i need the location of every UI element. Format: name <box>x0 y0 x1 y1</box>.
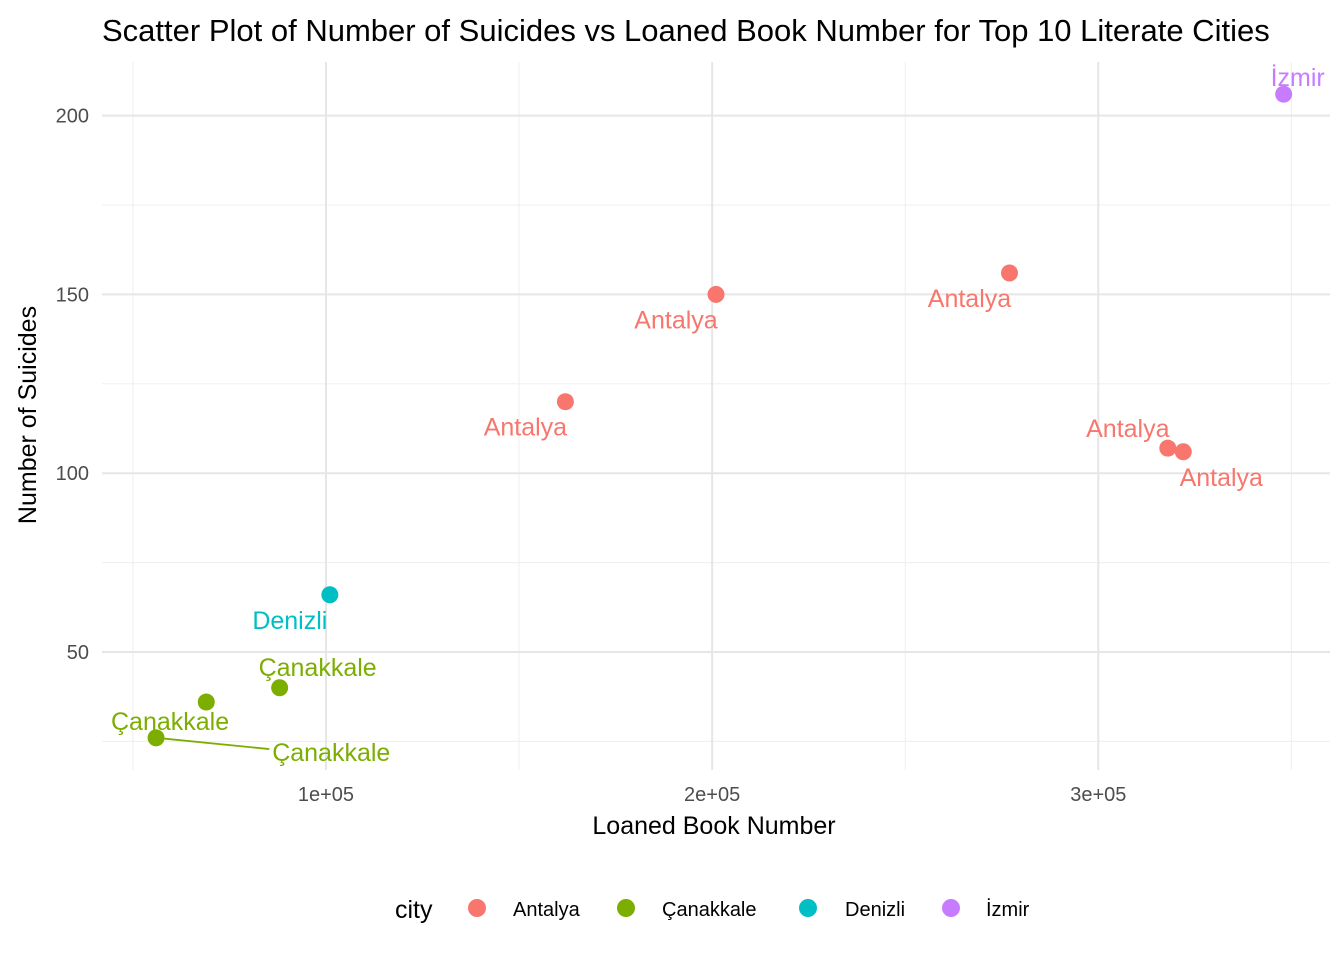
legend-item-antalya: Antalya <box>468 899 581 921</box>
point-label: İzmir <box>1271 63 1325 92</box>
legend-item-i̇zmir: İzmir <box>942 898 1030 921</box>
point-label: Çanakkale <box>111 708 229 736</box>
y-axis-tick-labels: 50 100 150 200 <box>56 106 89 664</box>
legend-item-label: İzmir <box>986 898 1030 921</box>
data-point-çanakkale <box>197 693 215 711</box>
point-label: Antalya <box>484 414 567 442</box>
chart-title: Scatter Plot of Number of Suicides vs Lo… <box>102 13 1270 48</box>
y-tick-label: 50 <box>67 642 89 664</box>
data-point-çanakkale <box>271 679 289 697</box>
legend-title: city <box>395 896 433 924</box>
legend-item-çanakkale: Çanakkale <box>617 899 757 921</box>
point-label: Denizli <box>252 607 327 635</box>
legend-key-marker <box>468 899 486 917</box>
data-point-denizli <box>321 586 339 604</box>
data-point-antalya <box>1159 439 1177 457</box>
data-point-antalya <box>707 285 725 303</box>
legend-item-label: Çanakkale <box>662 899 757 921</box>
data-point-çanakkale <box>147 729 165 747</box>
point-label: Çanakkale <box>272 739 390 767</box>
data-point-antalya <box>1000 264 1018 282</box>
label-leader-lines <box>155 736 270 750</box>
point-label: Antalya <box>928 285 1011 313</box>
y-tick-label: 200 <box>56 106 89 128</box>
legend: city Antalya Çanakkale Denizli İzmir <box>395 896 1030 924</box>
legend-key-marker <box>617 899 635 917</box>
data-point-antalya <box>556 393 574 411</box>
legend-item-label: Denizli <box>845 899 905 921</box>
legend-item-label: Antalya <box>513 899 581 921</box>
data-points <box>147 85 1293 747</box>
x-tick-label: 2e+05 <box>684 784 740 806</box>
x-axis-title: Loaned Book Number <box>592 812 835 840</box>
legend-entries: Antalya Çanakkale Denizli İzmir <box>468 898 1030 921</box>
x-tick-label: 3e+05 <box>1070 784 1126 806</box>
point-label: Çanakkale <box>259 654 377 682</box>
legend-key-marker <box>942 899 960 917</box>
minor-gridlines <box>102 62 1330 770</box>
legend-item-denizli: Denizli <box>799 899 905 921</box>
y-tick-label: 100 <box>56 463 89 485</box>
data-point-i̇zmir <box>1275 85 1293 103</box>
y-tick-label: 150 <box>56 284 89 306</box>
legend-key-marker <box>799 899 817 917</box>
point-label: Antalya <box>1180 464 1263 492</box>
point-label: Antalya <box>634 306 717 334</box>
point-label: Antalya <box>1086 415 1169 443</box>
point-labels: Antalya Antalya Antalya Antalya Antalya Çanak… <box>111 63 1325 767</box>
x-axis-tick-labels: 1e+05 2e+05 3e+05 <box>298 784 1126 806</box>
y-axis-title: Number of Suicides <box>14 306 42 524</box>
label-leader-line <box>155 736 270 750</box>
x-tick-label: 1e+05 <box>298 784 354 806</box>
data-point-antalya <box>1174 443 1192 461</box>
